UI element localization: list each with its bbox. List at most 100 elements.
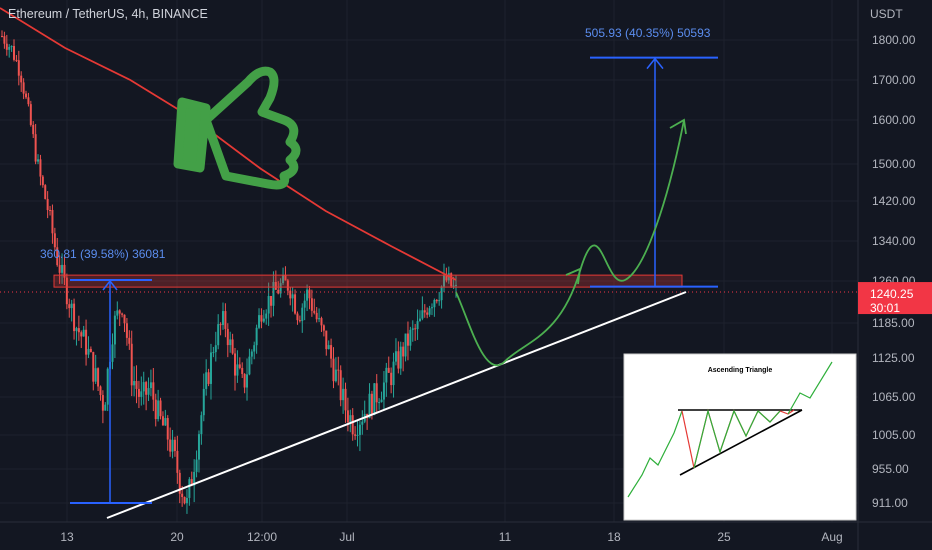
candle-body [258,315,261,328]
candle-body [394,351,397,362]
chart-title[interactable]: Ethereum / TetherUS, 4h, BINANCE [8,7,208,21]
price-tick-label: 955.00 [872,462,909,476]
price-tick-label: 1340.00 [872,234,916,248]
candle-body [346,410,349,423]
candle-body [169,439,172,452]
inset-breakout-line [787,361,833,415]
candle-body [337,369,340,371]
time-tick-label: Aug [821,530,842,544]
candle-body [267,295,270,314]
overlays [0,7,858,519]
candle-body [207,372,210,384]
price-tick-label: 1185.00 [872,316,915,330]
price-tick-label: 1420.00 [872,194,916,208]
candle-body [104,404,107,411]
price-tick-label: 1700.00 [872,73,916,87]
candle-body [286,280,289,291]
candle-body [113,315,116,345]
candle-body [351,415,354,435]
left-measure-arrowhead [102,279,118,291]
price-axis[interactable]: 1800.00 1700.00 1600.00 1500.00 1420.00 1340.… [872,33,916,510]
candle-body [375,383,378,403]
candle-body [173,439,176,451]
candle-body [164,418,167,426]
ascending-triangle-inset: Ascending Triangle [623,353,857,521]
candle-body [75,328,78,332]
candle-body [306,289,309,301]
candle-body [313,310,316,313]
candle-body [85,329,88,355]
candle-body [262,318,265,322]
price-tick-label: 1005.00 [872,428,916,442]
candle-body [356,434,359,436]
resistance-zone [53,274,683,288]
candle-body [166,418,169,440]
candle-body [56,247,59,266]
candle-body [176,450,179,473]
candle-body [334,369,337,382]
candle-body [322,325,325,331]
candle-body [171,439,174,452]
candle-body [17,60,20,76]
candle-body [380,399,383,403]
candle-body [224,311,227,329]
candle-body [27,97,30,105]
candle-body [181,493,184,497]
candle-body [421,310,424,319]
candle-body [248,356,251,375]
candle-body [190,479,193,486]
candle-body [382,382,385,400]
candle-body [185,497,188,504]
candle-body [1,36,3,37]
candle-body [197,434,200,460]
candle-body [455,284,457,286]
candle-body [39,159,42,177]
candles [1,30,457,514]
candle-body [212,352,215,354]
candle-body [22,82,25,94]
inset-title: Ascending Triangle [708,367,773,374]
candle-body [438,300,441,302]
candle-body [270,295,273,306]
price-tick-label: 1600.00 [872,113,916,127]
candle-body [423,310,426,313]
candle-body [294,294,297,314]
candle-body [452,285,455,287]
candle-body [41,176,44,186]
candle-body [214,345,217,353]
candle-body [236,364,239,376]
candle-body [450,273,453,287]
candle-body [130,343,133,386]
candle-body [282,275,285,284]
candle-body [428,308,431,315]
projection-arrowhead-1 [565,267,582,285]
candle-body [289,290,292,299]
candle-body [378,402,381,404]
candle-body [142,382,145,392]
candle-body [219,324,222,326]
current-price-badge: 1240.25 30:01 [858,282,932,315]
candle-body [217,324,220,346]
candle-body [221,311,224,325]
candle-body [397,351,400,369]
candle-body [135,381,138,389]
candle-body [183,496,186,504]
candle-body [133,381,136,386]
candle-body [20,75,23,83]
candle-body [260,315,263,322]
candle-body [97,368,100,387]
time-axis[interactable]: 13 20 12:00 Jul 11 18 25 Aug [60,530,842,544]
candle-body [327,345,330,350]
price-tick-label: 1500.00 [872,157,916,171]
candle-body [416,321,419,330]
candle-body [402,346,405,357]
left-measure-label: 360.81 (39.58%) 36081 [40,247,166,261]
inset-support-line [679,409,803,476]
candle-body [13,46,16,60]
currency-label: USDT [870,7,903,21]
candle-body [385,367,388,383]
candle-body [94,368,97,382]
candle-body [58,265,61,273]
projection-path [455,119,685,367]
